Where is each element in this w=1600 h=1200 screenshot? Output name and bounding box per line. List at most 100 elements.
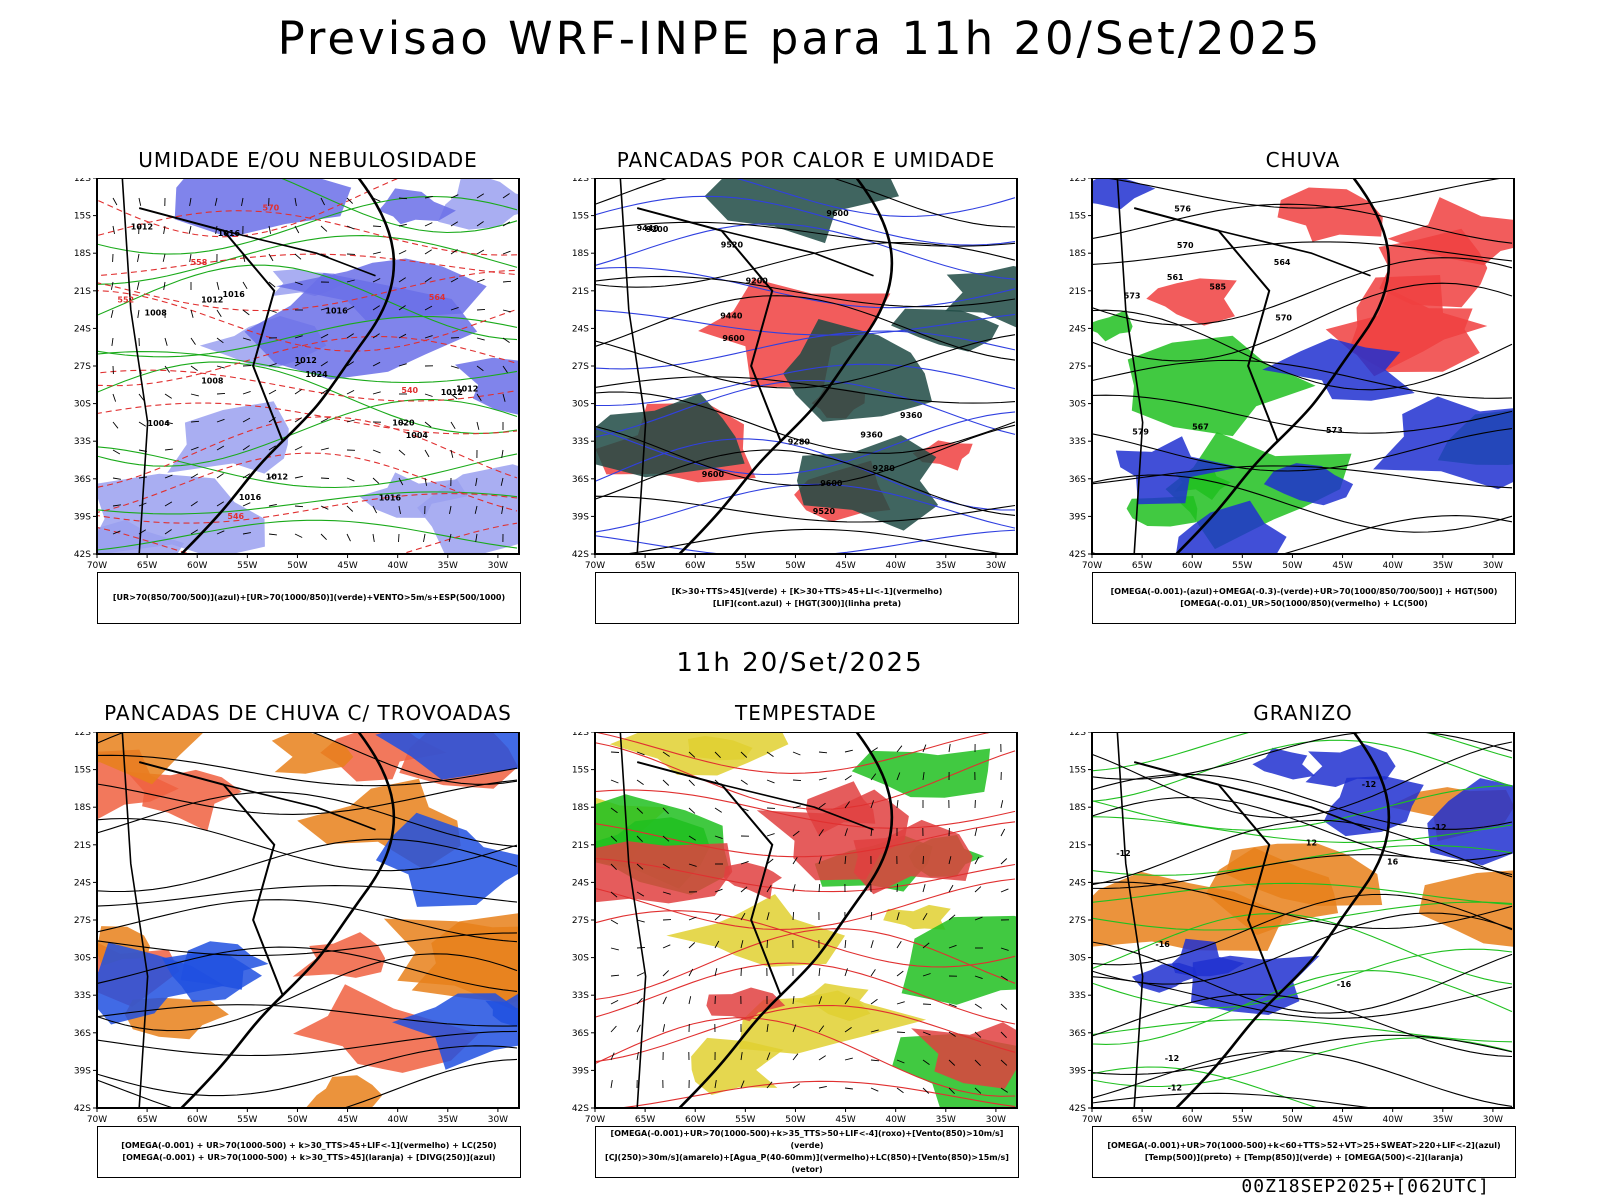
wind-vector <box>190 501 198 507</box>
lon-tick-label: 60W <box>685 561 705 571</box>
coastline <box>180 178 396 554</box>
wind-vector <box>214 197 218 206</box>
wind-vector <box>1000 1003 1008 1010</box>
contour-line-chuva <box>1092 394 1513 434</box>
wind-vector <box>844 1087 853 1090</box>
contour-line-pancadas-calor <box>595 275 1016 308</box>
wind-vector <box>766 833 775 837</box>
legend-pancadas-trovoadas: [OMEGA(-0.001) + UR>70(1000-500) + k>30_… <box>97 1126 521 1178</box>
wind-vector <box>216 281 220 290</box>
field-area-umidade <box>174 178 352 238</box>
wind-vector <box>372 391 381 395</box>
wind-vector <box>714 940 720 949</box>
contour-line-pancadas-calor <box>595 330 1016 370</box>
wind-vector <box>241 197 244 206</box>
wind-vector <box>216 365 225 369</box>
lat-tick-label: 21S <box>74 841 91 851</box>
wind-vector <box>818 996 823 1005</box>
lat-tick-label: 39S <box>572 512 589 522</box>
wind-vector <box>294 253 302 260</box>
country-border <box>636 207 782 442</box>
pacific-coast <box>619 178 647 554</box>
contour-line-umidade <box>97 178 518 234</box>
field-area-umidade <box>378 188 456 225</box>
field-area-tempestade <box>706 987 786 1022</box>
wind-vector <box>636 997 643 1005</box>
contour-label: 546 <box>227 512 244 521</box>
lat-tick-label: 42S <box>572 550 589 560</box>
contour-line-pancadas-calor <box>595 391 1016 454</box>
wind-vector <box>610 1080 613 1089</box>
lat-tick-label: 33S <box>572 437 589 447</box>
wind-vector <box>844 1027 852 1033</box>
wind-vector <box>740 751 748 758</box>
wind-vector <box>610 947 619 951</box>
wind-vector <box>610 1025 617 1033</box>
legend-granizo: [OMEGA(-0.001)+UR>70(1000-500)+k<60+TTS>… <box>1092 1126 1516 1178</box>
lon-tick-label: 70W <box>87 1115 107 1125</box>
contour-label: 567 <box>1192 423 1209 432</box>
wind-vector <box>163 225 166 234</box>
lon-tick-label: 50W <box>287 1115 307 1125</box>
lon-tick-label: 65W <box>1132 561 1152 571</box>
wind-vector <box>662 970 670 977</box>
wind-vector <box>974 886 982 893</box>
contour-label: 9520 <box>721 241 744 250</box>
contour-label: 9520 <box>813 507 836 516</box>
wind-vector <box>662 779 670 786</box>
wind-vector <box>164 501 173 507</box>
lat-tick-label: 42S <box>572 1104 589 1114</box>
wind-vector <box>164 393 172 399</box>
wind-vector <box>450 393 458 400</box>
contour-line-pancadas-trovoadas <box>97 754 518 787</box>
contour-label: 558 <box>191 258 208 267</box>
wind-vector <box>216 473 224 479</box>
wind-vector <box>112 393 117 402</box>
wind-vector <box>1000 828 1006 837</box>
wind-vector <box>268 474 277 479</box>
lat-tick-label: 24S <box>572 324 589 334</box>
wind-vector <box>242 473 251 479</box>
wind-vector <box>398 250 407 255</box>
wind-vector <box>372 333 380 339</box>
lat-tick-label: 39S <box>1069 512 1086 522</box>
lat-tick-label: 33S <box>572 991 589 1001</box>
field-area-pancadas-trovoadas <box>162 952 262 1003</box>
field-area-pancadas-calor <box>783 319 933 422</box>
wind-vector <box>740 779 748 785</box>
lat-tick-label: 21S <box>1069 841 1086 851</box>
wind-vector <box>112 477 121 480</box>
wind-vector <box>112 449 121 455</box>
field-area-chuva <box>1277 187 1383 242</box>
wind-vector <box>320 417 329 423</box>
contour-label: 552 <box>117 295 134 304</box>
wind-vector <box>870 1029 879 1033</box>
lat-tick-label: 27S <box>74 362 91 372</box>
wind-vector <box>501 505 504 514</box>
wind-vector <box>844 801 850 809</box>
wind-vector <box>164 474 173 479</box>
lon-tick-label: 70W <box>585 1115 605 1125</box>
map-pancadas-calor: 9600 9600 9600 9600 9520 9520 9440 9440 9360 9360… <box>572 178 1018 571</box>
wind-vector <box>424 222 433 227</box>
contour-line-tempestade <box>595 878 1016 931</box>
lat-tick-label: 15S <box>1069 212 1086 222</box>
wind-vector <box>948 1003 957 1008</box>
contour-label: 16 <box>1387 857 1399 866</box>
lat-tick-label: 12S <box>1069 732 1086 738</box>
lat-tick-label: 24S <box>1069 878 1086 888</box>
lon-tick-label: 45W <box>835 1115 855 1125</box>
wind-vector <box>424 449 430 458</box>
lat-tick-label: 27S <box>572 362 589 372</box>
country-border <box>1133 761 1279 996</box>
wind-vector <box>922 942 930 949</box>
wind-vector <box>662 944 671 949</box>
lat-tick-label: 15S <box>572 212 589 222</box>
contour-line-umidade <box>97 402 518 435</box>
contour-line-pancadas-trovoadas <box>97 838 518 893</box>
lat-tick-label: 30S <box>1069 400 1086 410</box>
lon-tick-label: 40W <box>886 561 906 571</box>
contour-line-granizo <box>1092 948 1513 1009</box>
lon-tick-label: 45W <box>337 1115 357 1125</box>
lon-tick-label: 55W <box>1232 561 1252 571</box>
